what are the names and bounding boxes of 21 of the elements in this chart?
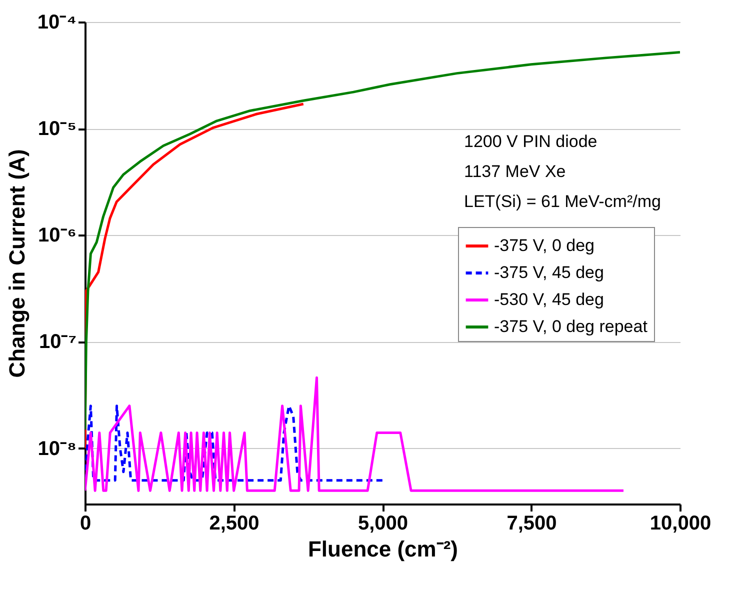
line-series (85, 51, 680, 431)
x-tick-label: 10,000 (650, 512, 712, 534)
x-tick-label: 5,000 (358, 512, 408, 534)
y-tick-label: 10⁻⁷ (39, 331, 76, 354)
y-axis-title: Change in Current (A) (4, 149, 30, 378)
legend-label: -530 V, 45 deg (494, 290, 604, 309)
y-tick-label: 10⁻⁵ (38, 118, 76, 140)
y-tick-label: 10⁻⁶ (38, 224, 76, 247)
y-tick-label: 10⁻⁴ (37, 12, 76, 34)
y-tick-label: 10⁻⁸ (38, 438, 76, 460)
x-tick-label: 7,500 (506, 512, 557, 534)
x-tick-label: 2,500 (209, 512, 260, 534)
line-series (85, 376, 625, 492)
annotation: LET(Si) = 61 MeV-cm²/mg (464, 192, 661, 211)
legend-label: -375 V, 45 deg (494, 263, 604, 282)
annotation: 1200 V PIN diode (464, 132, 598, 151)
legend-label: -375 V, 0 deg repeat (494, 317, 648, 336)
x-axis-title: Fluence (cm⁻²) (308, 536, 458, 562)
x-tick-label: 0 (80, 512, 92, 534)
annotation: 1137 MeV Xe (464, 162, 566, 181)
legend-label: -375 V, 0 deg (494, 236, 595, 255)
